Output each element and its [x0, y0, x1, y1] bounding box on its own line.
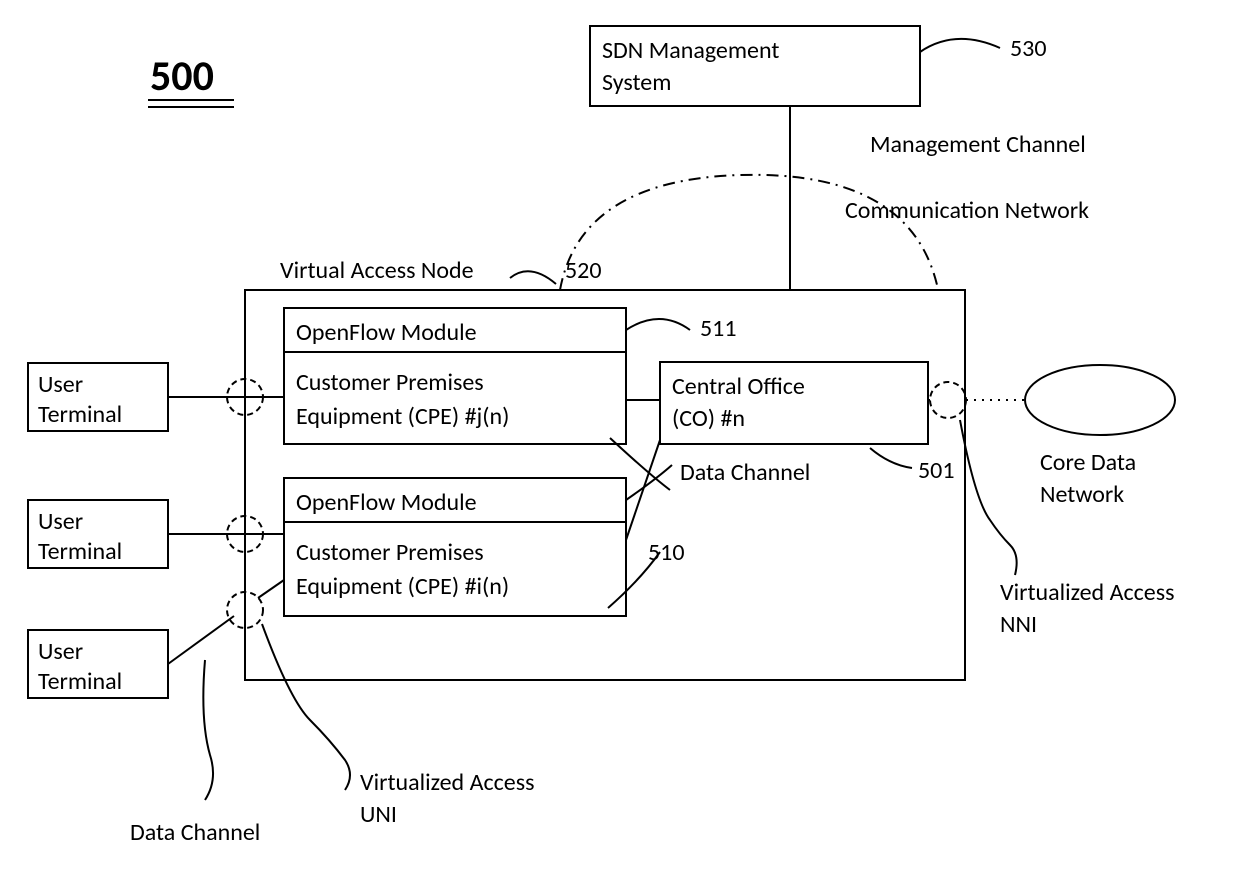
cpe-j-line1: Customer Premises: [296, 368, 484, 397]
cpe-i-line2: Equipment (CPE) #i(n): [296, 572, 509, 601]
data-channel-squiggle: [203, 660, 213, 800]
sdn-line2: System: [602, 68, 671, 97]
van-ref: 520: [565, 256, 602, 285]
ref510: 510: [648, 538, 685, 567]
user-terminal-3-l1: User: [38, 637, 83, 666]
cpe-i-line1: Customer Premises: [296, 538, 484, 567]
van-label: Virtual Access Node: [280, 256, 474, 285]
va-uni-l1: Virtualized Access: [360, 768, 534, 797]
ref530: 530: [1010, 34, 1047, 63]
core-network-ellipse: [1025, 365, 1175, 435]
user-terminal-2-l1: User: [38, 507, 83, 536]
va-uni-l2: UNI: [360, 800, 397, 829]
ref530-leader: [920, 39, 1000, 52]
van-leader: [510, 271, 556, 284]
comm-network-label: Communication Network: [845, 196, 1089, 225]
cpe-i-of-label: OpenFlow Module: [296, 488, 477, 517]
user-terminal-2-l2: Terminal: [38, 537, 122, 566]
diagram-number: 500: [150, 51, 214, 102]
nni-squiggle: [960, 420, 1017, 575]
core-l2: Network: [1040, 480, 1124, 509]
co-line2: (CO) #n: [672, 404, 745, 433]
co-line1: Central Office: [672, 372, 805, 401]
cpe-j-of-label: OpenFlow Module: [296, 318, 477, 347]
ref501: 501: [918, 456, 955, 485]
cpe-j-line2: Equipment (CPE) #j(n): [296, 402, 509, 431]
va-nni-l2: NNI: [1000, 610, 1037, 639]
data-channel-label: Data Channel: [130, 818, 260, 847]
sdn-line1: SDN Management: [602, 36, 779, 65]
va-nni-l1: Virtualized Access: [1000, 578, 1174, 607]
data-channel-co-label: Data Channel: [680, 458, 810, 487]
user-terminal-1-l1: User: [38, 370, 83, 399]
core-l1: Core Data: [1040, 448, 1136, 477]
user-terminal-1-l2: Terminal: [38, 400, 122, 429]
ref511: 511: [700, 314, 737, 343]
mgmt-channel-label: Management Channel: [870, 130, 1086, 159]
ut3-line: [168, 616, 234, 664]
user-terminal-3-l2: Terminal: [38, 667, 122, 696]
